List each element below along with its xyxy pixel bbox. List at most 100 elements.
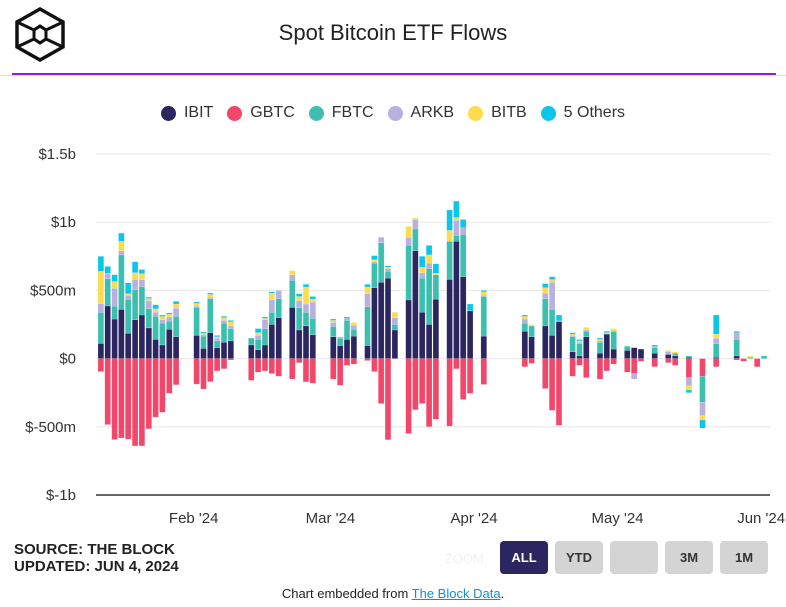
bar-segment-arkb[interactable] bbox=[419, 272, 426, 279]
bar-segment-fbtc[interactable] bbox=[480, 296, 487, 337]
bar-segment-bitb[interactable] bbox=[111, 281, 118, 289]
bar-segment-ibit[interactable] bbox=[624, 350, 631, 359]
bar-segment-arkb[interactable] bbox=[289, 274, 296, 281]
bar-segment-bitb[interactable] bbox=[713, 333, 720, 339]
bar-segment-arkb[interactable] bbox=[330, 322, 337, 327]
chart-plot[interactable]: $1.5b $1b $500m $0 $-500m $-1b Feb '24 Mar '24… bbox=[0, 140, 786, 535]
bar-segment-ibit[interactable] bbox=[330, 336, 337, 359]
bar-segment-others[interactable] bbox=[576, 339, 583, 342]
bar-segment-others[interactable] bbox=[138, 269, 146, 274]
bar-segment-bitb[interactable] bbox=[542, 287, 549, 294]
bar-segment-ibit[interactable] bbox=[733, 355, 740, 359]
bar-segment-gbtc[interactable] bbox=[296, 358, 303, 363]
bar-segment-bitb[interactable] bbox=[145, 298, 152, 301]
bar-segment-bitb[interactable] bbox=[97, 271, 105, 304]
bar-segment-ibit[interactable] bbox=[364, 345, 371, 359]
bar-segment-arkb[interactable] bbox=[145, 300, 152, 310]
bar-segment-gbtc[interactable] bbox=[733, 358, 740, 361]
bar-segment-fbtc[interactable] bbox=[125, 299, 132, 334]
bar-segment-bitb[interactable] bbox=[583, 326, 590, 331]
bar-segment-bitb[interactable] bbox=[131, 272, 139, 280]
bar-segment-bitb[interactable] bbox=[309, 299, 316, 303]
bar-segment-fbtc[interactable] bbox=[289, 279, 296, 308]
bar-segment-arkb[interactable] bbox=[207, 296, 214, 299]
bar-segment-arkb[interactable] bbox=[118, 250, 125, 256]
bar-segment-arkb[interactable] bbox=[261, 319, 269, 329]
bar-segment-others[interactable] bbox=[330, 318, 337, 321]
bar-segment-ibit[interactable] bbox=[432, 299, 440, 359]
bar-segment-arkb[interactable] bbox=[460, 227, 467, 235]
bar-segment-fbtc[interactable] bbox=[350, 329, 358, 337]
bar-segment-fbtc[interactable] bbox=[104, 278, 111, 307]
bar-segment-others[interactable] bbox=[713, 314, 720, 335]
bar-segment-others[interactable] bbox=[207, 292, 214, 295]
bar-segment-fbtc[interactable] bbox=[426, 268, 433, 325]
bar-segment-fbtc[interactable] bbox=[261, 328, 269, 346]
bar-segment-fbtc[interactable] bbox=[268, 311, 275, 325]
bar-segment-gbtc[interactable] bbox=[289, 358, 296, 380]
bar-segment-gbtc[interactable] bbox=[343, 358, 351, 366]
bar-segment-gbtc[interactable] bbox=[254, 358, 262, 373]
bar-segment-gbtc[interactable] bbox=[569, 358, 576, 377]
bar-segment-gbtc[interactable] bbox=[330, 358, 337, 380]
range-button-1m[interactable]: 1M bbox=[720, 541, 768, 574]
bar-segment-others[interactable] bbox=[220, 316, 228, 318]
bar-segment-fbtc[interactable] bbox=[159, 322, 166, 346]
bar-segment-bitb[interactable] bbox=[699, 415, 706, 421]
bar-segment-fbtc[interactable] bbox=[193, 307, 200, 336]
bar-segment-ibit[interactable] bbox=[542, 325, 549, 359]
bar-segment-others[interactable] bbox=[343, 316, 351, 319]
bar-segment-ibit[interactable] bbox=[254, 349, 262, 359]
bar-segment-gbtc[interactable] bbox=[302, 358, 310, 383]
bar-segment-bitb[interactable] bbox=[152, 308, 159, 313]
bar-segment-ibit[interactable] bbox=[555, 321, 563, 359]
bar-segment-gbtc[interactable] bbox=[309, 358, 316, 384]
bar-segment-arkb[interactable] bbox=[166, 316, 173, 322]
bar-segment-arkb[interactable] bbox=[371, 261, 378, 264]
bar-segment-others[interactable] bbox=[309, 296, 316, 300]
bar-segment-gbtc[interactable] bbox=[193, 358, 200, 385]
bar-segment-arkb[interactable] bbox=[296, 300, 303, 308]
bar-segment-others[interactable] bbox=[97, 256, 105, 272]
bar-segment-arkb[interactable] bbox=[254, 335, 262, 340]
bar-segment-ibit[interactable] bbox=[384, 277, 392, 359]
bar-segment-arkb[interactable] bbox=[138, 279, 146, 287]
bar-segment-ibit[interactable] bbox=[337, 345, 344, 359]
bar-segment-arkb[interactable] bbox=[542, 292, 549, 299]
bar-segment-ibit[interactable] bbox=[528, 336, 535, 359]
bar-segment-bitb[interactable] bbox=[672, 351, 679, 354]
bar-segment-others[interactable] bbox=[302, 284, 310, 288]
bar-segment-ibit[interactable] bbox=[569, 351, 576, 359]
bar-segment-arkb[interactable] bbox=[131, 279, 139, 290]
bar-segment-others[interactable] bbox=[460, 219, 467, 228]
bar-segment-arkb[interactable] bbox=[480, 294, 487, 297]
bar-segment-fbtc[interactable] bbox=[453, 234, 460, 242]
bar-segment-gbtc[interactable] bbox=[275, 358, 282, 377]
bar-segment-gbtc[interactable] bbox=[138, 358, 146, 447]
bar-segment-others[interactable] bbox=[152, 304, 159, 309]
bar-segment-fbtc[interactable] bbox=[699, 376, 706, 403]
bar-segment-gbtc[interactable] bbox=[555, 358, 563, 426]
bar-segment-fbtc[interactable] bbox=[583, 331, 590, 338]
the-block-logo-icon[interactable] bbox=[12, 6, 68, 63]
bar-segment-gbtc[interactable] bbox=[145, 358, 152, 430]
bar-segment-bitb[interactable] bbox=[665, 350, 672, 352]
bar-segment-others[interactable] bbox=[426, 245, 433, 256]
bar-segment-gbtc[interactable] bbox=[480, 358, 487, 385]
bar-segment-ibit[interactable] bbox=[309, 334, 316, 359]
bar-segment-fbtc[interactable] bbox=[309, 318, 316, 335]
bar-segment-bitb[interactable] bbox=[453, 217, 460, 221]
bar-segment-ibit[interactable] bbox=[97, 343, 105, 359]
bar-segment-ibit[interactable] bbox=[405, 299, 412, 359]
bar-segment-fbtc[interactable] bbox=[145, 308, 152, 329]
bar-segment-fbtc[interactable] bbox=[521, 322, 528, 332]
bar-segment-arkb[interactable] bbox=[378, 236, 385, 243]
bar-segment-others[interactable] bbox=[432, 263, 440, 274]
bar-segment-arkb[interactable] bbox=[665, 351, 672, 355]
bar-segment-others[interactable] bbox=[172, 301, 180, 305]
bar-segment-fbtc[interactable] bbox=[733, 339, 740, 357]
bar-segment-others[interactable] bbox=[542, 283, 549, 288]
bar-segment-others[interactable] bbox=[596, 337, 604, 340]
bar-segment-ibit[interactable] bbox=[426, 324, 433, 359]
bar-segment-fbtc[interactable] bbox=[227, 328, 234, 342]
